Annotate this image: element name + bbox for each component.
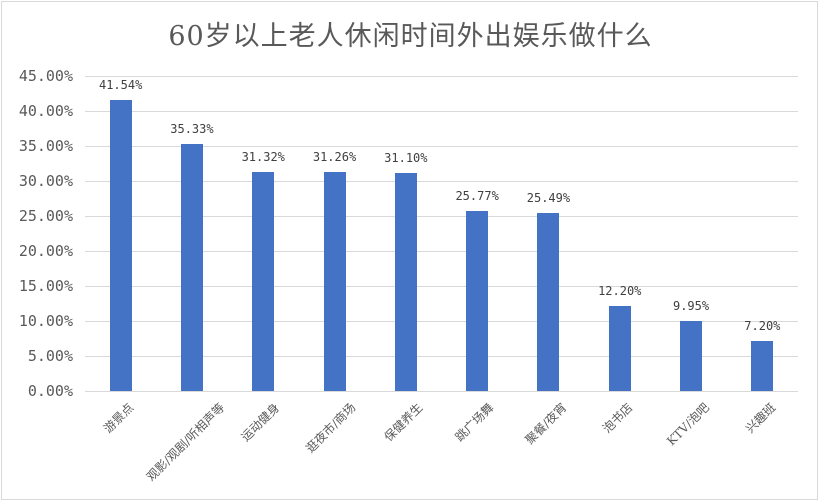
gridline (85, 111, 798, 112)
bar (537, 212, 560, 391)
bar (751, 340, 774, 391)
data-label: 31.26% (312, 150, 357, 165)
plot-area: 41.54% 35.33% 31.32% 31.26% 31.10% 25.77% 25.4… (85, 76, 798, 392)
data-label: 9.95% (672, 299, 710, 314)
bar (608, 305, 631, 391)
gridline (85, 321, 798, 322)
gridline (85, 216, 798, 217)
bar (252, 171, 275, 391)
data-label: 35.33% (170, 121, 214, 136)
y-tick-label: 5.00% (27, 347, 73, 365)
y-tick-label: 0.00% (27, 382, 73, 400)
y-tick-label: 45.00% (18, 67, 73, 85)
data-label: 31.32% (241, 149, 285, 164)
gridline (85, 286, 798, 287)
y-tick-label: 15.00% (18, 277, 73, 295)
bar (394, 173, 417, 391)
bar (180, 143, 203, 391)
bar (466, 210, 489, 391)
gridline (85, 146, 798, 147)
y-tick-label: 30.00% (18, 172, 73, 190)
y-tick-label: 25.00% (18, 207, 73, 225)
y-tick-label: 20.00% (18, 242, 73, 260)
gridline (85, 356, 798, 357)
chart-title: 60岁以上老人休闲时间外出娱乐做什么 (168, 21, 653, 52)
data-label: 25.49% (526, 190, 571, 205)
y-tick-label: 35.00% (18, 137, 73, 155)
data-label: 12.20% (598, 283, 642, 298)
bar (323, 172, 346, 391)
y-tick-label: 10.00% (18, 312, 73, 330)
data-label: 7.20% (744, 318, 781, 333)
gridline (85, 391, 798, 392)
gridline (85, 181, 798, 182)
bar (680, 321, 703, 391)
bar (109, 100, 132, 391)
data-label: 41.54% (98, 78, 143, 93)
data-label: 31.10% (384, 151, 428, 166)
gridline (85, 76, 798, 77)
gridline (85, 251, 798, 252)
y-tick-label: 40.00% (18, 102, 73, 120)
data-label: 25.77% (455, 188, 499, 203)
